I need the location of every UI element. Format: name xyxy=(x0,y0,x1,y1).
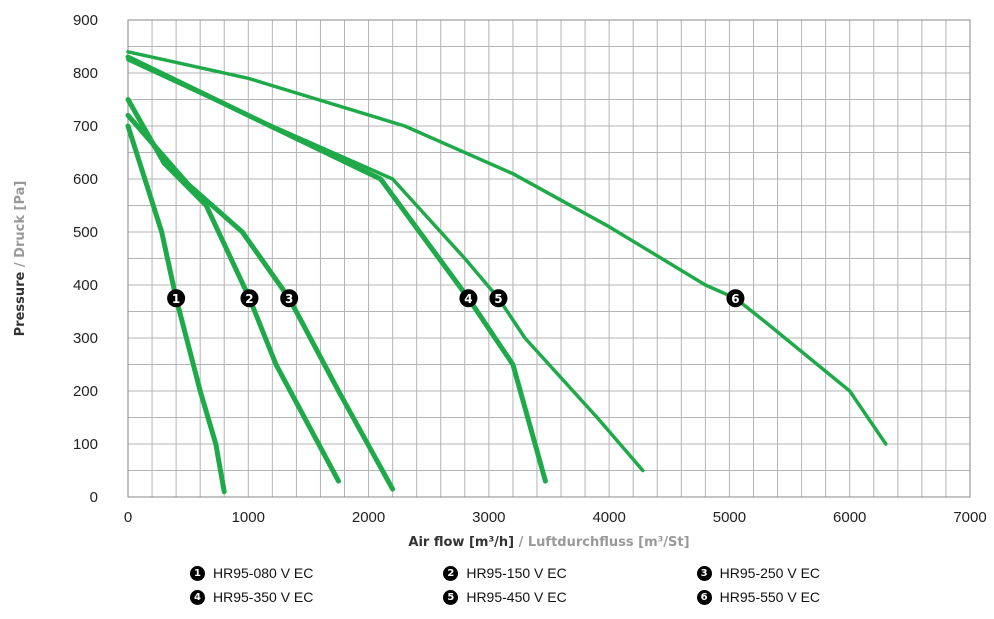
x-tick-label: 2000 xyxy=(352,509,385,526)
x-axis-label-primary: Air flow [m³/h] xyxy=(408,535,514,550)
legend-number-badge: 6 xyxy=(696,589,712,605)
performance-chart: 1 2 3 4 5 6 0 100 200 300 400 500 600 700 800 900 0 1000… xyxy=(13,12,987,550)
legend-item: 3 HR95-250 V EC xyxy=(696,565,950,581)
legend-item: 2 HR95-150 V EC xyxy=(443,565,696,581)
series-line xyxy=(125,97,341,484)
y-tick-label: 900 xyxy=(73,12,98,29)
legend-number-badge: 4 xyxy=(190,589,205,605)
y-tick-label: 500 xyxy=(73,224,98,241)
series-marker-label: 3 xyxy=(285,292,293,306)
x-tick-label: 0 xyxy=(124,509,132,526)
legend-item: 1 HR95-080 V EC xyxy=(190,565,443,581)
y-tick-label: 800 xyxy=(73,65,98,82)
series-marker xyxy=(489,289,508,308)
legend-label: HR95-450 V EC xyxy=(466,589,567,605)
series-marker xyxy=(167,289,186,308)
series-marker xyxy=(726,289,745,308)
legend-label: HR95-080 V EC xyxy=(213,565,314,581)
chart-markers: 1 2 3 4 5 6 xyxy=(167,289,745,308)
x-tick-label: 3000 xyxy=(472,509,505,526)
legend-number-badge: 2 xyxy=(443,565,459,581)
chart-ticks: 0 100 200 300 400 500 600 700 800 900 0 1000 2000 300… xyxy=(73,12,987,526)
y-axis-label-secondary: / Druck [Pa] xyxy=(13,181,28,272)
legend-label: HR95-550 V EC xyxy=(719,589,821,605)
legend-label: HR95-350 V EC xyxy=(213,589,314,605)
series-marker xyxy=(240,289,259,308)
series-marker xyxy=(280,289,299,308)
y-tick-label: 600 xyxy=(73,171,98,188)
series-line xyxy=(126,50,888,446)
y-axis-label-primary: Pressure xyxy=(13,271,28,336)
series-marker-label: 4 xyxy=(464,292,472,306)
legend-item: 6 HR95-550 V EC xyxy=(696,589,950,605)
series-marker-label: 1 xyxy=(172,292,180,306)
y-tick-label: 700 xyxy=(73,118,98,135)
legend-item: 4 HR95-350 V EC xyxy=(190,589,443,605)
x-tick-label: 7000 xyxy=(953,509,986,526)
x-tick-label: 5000 xyxy=(713,509,746,526)
y-tick-label: 300 xyxy=(73,330,98,347)
series-line xyxy=(125,112,396,492)
series-marker xyxy=(459,289,478,308)
legend-label: HR95-150 V EC xyxy=(466,565,567,581)
chart-grid xyxy=(127,19,971,498)
series-line xyxy=(126,58,645,473)
y-tick-label: 100 xyxy=(73,436,98,453)
x-tick-label: 1000 xyxy=(232,509,265,526)
chart-lines xyxy=(125,50,888,495)
y-tick-label: 200 xyxy=(73,383,98,400)
legend-number-badge: 1 xyxy=(190,565,205,581)
legend-item: 5 HR95-450 V EC xyxy=(443,589,696,605)
series-line xyxy=(125,123,227,495)
x-tick-label: 4000 xyxy=(592,509,625,526)
y-tick-label: 0 xyxy=(90,489,98,506)
y-tick-label: 400 xyxy=(73,277,98,294)
x-tick-label: 6000 xyxy=(833,509,866,526)
legend-number-badge: 3 xyxy=(696,565,712,581)
plot-frame xyxy=(127,19,971,498)
series-marker-label: 2 xyxy=(245,292,253,306)
y-axis-title: Pressure / Druck [Pa] xyxy=(13,181,28,337)
x-axis-label-secondary: / Luftdurchfluss [m³/St] xyxy=(514,535,689,550)
series-marker-label: 6 xyxy=(731,292,739,306)
legend-label: HR95-250 V EC xyxy=(719,565,821,581)
legend-number-badge: 5 xyxy=(443,589,459,605)
x-axis-title: Air flow [m³/h] / Luftdurchfluss [m³/St] xyxy=(408,535,689,550)
series-marker-label: 5 xyxy=(494,292,502,306)
legend: 1 HR95-080 V EC 2 HR95-150 V EC 3 HR95-250 … xyxy=(190,565,950,605)
